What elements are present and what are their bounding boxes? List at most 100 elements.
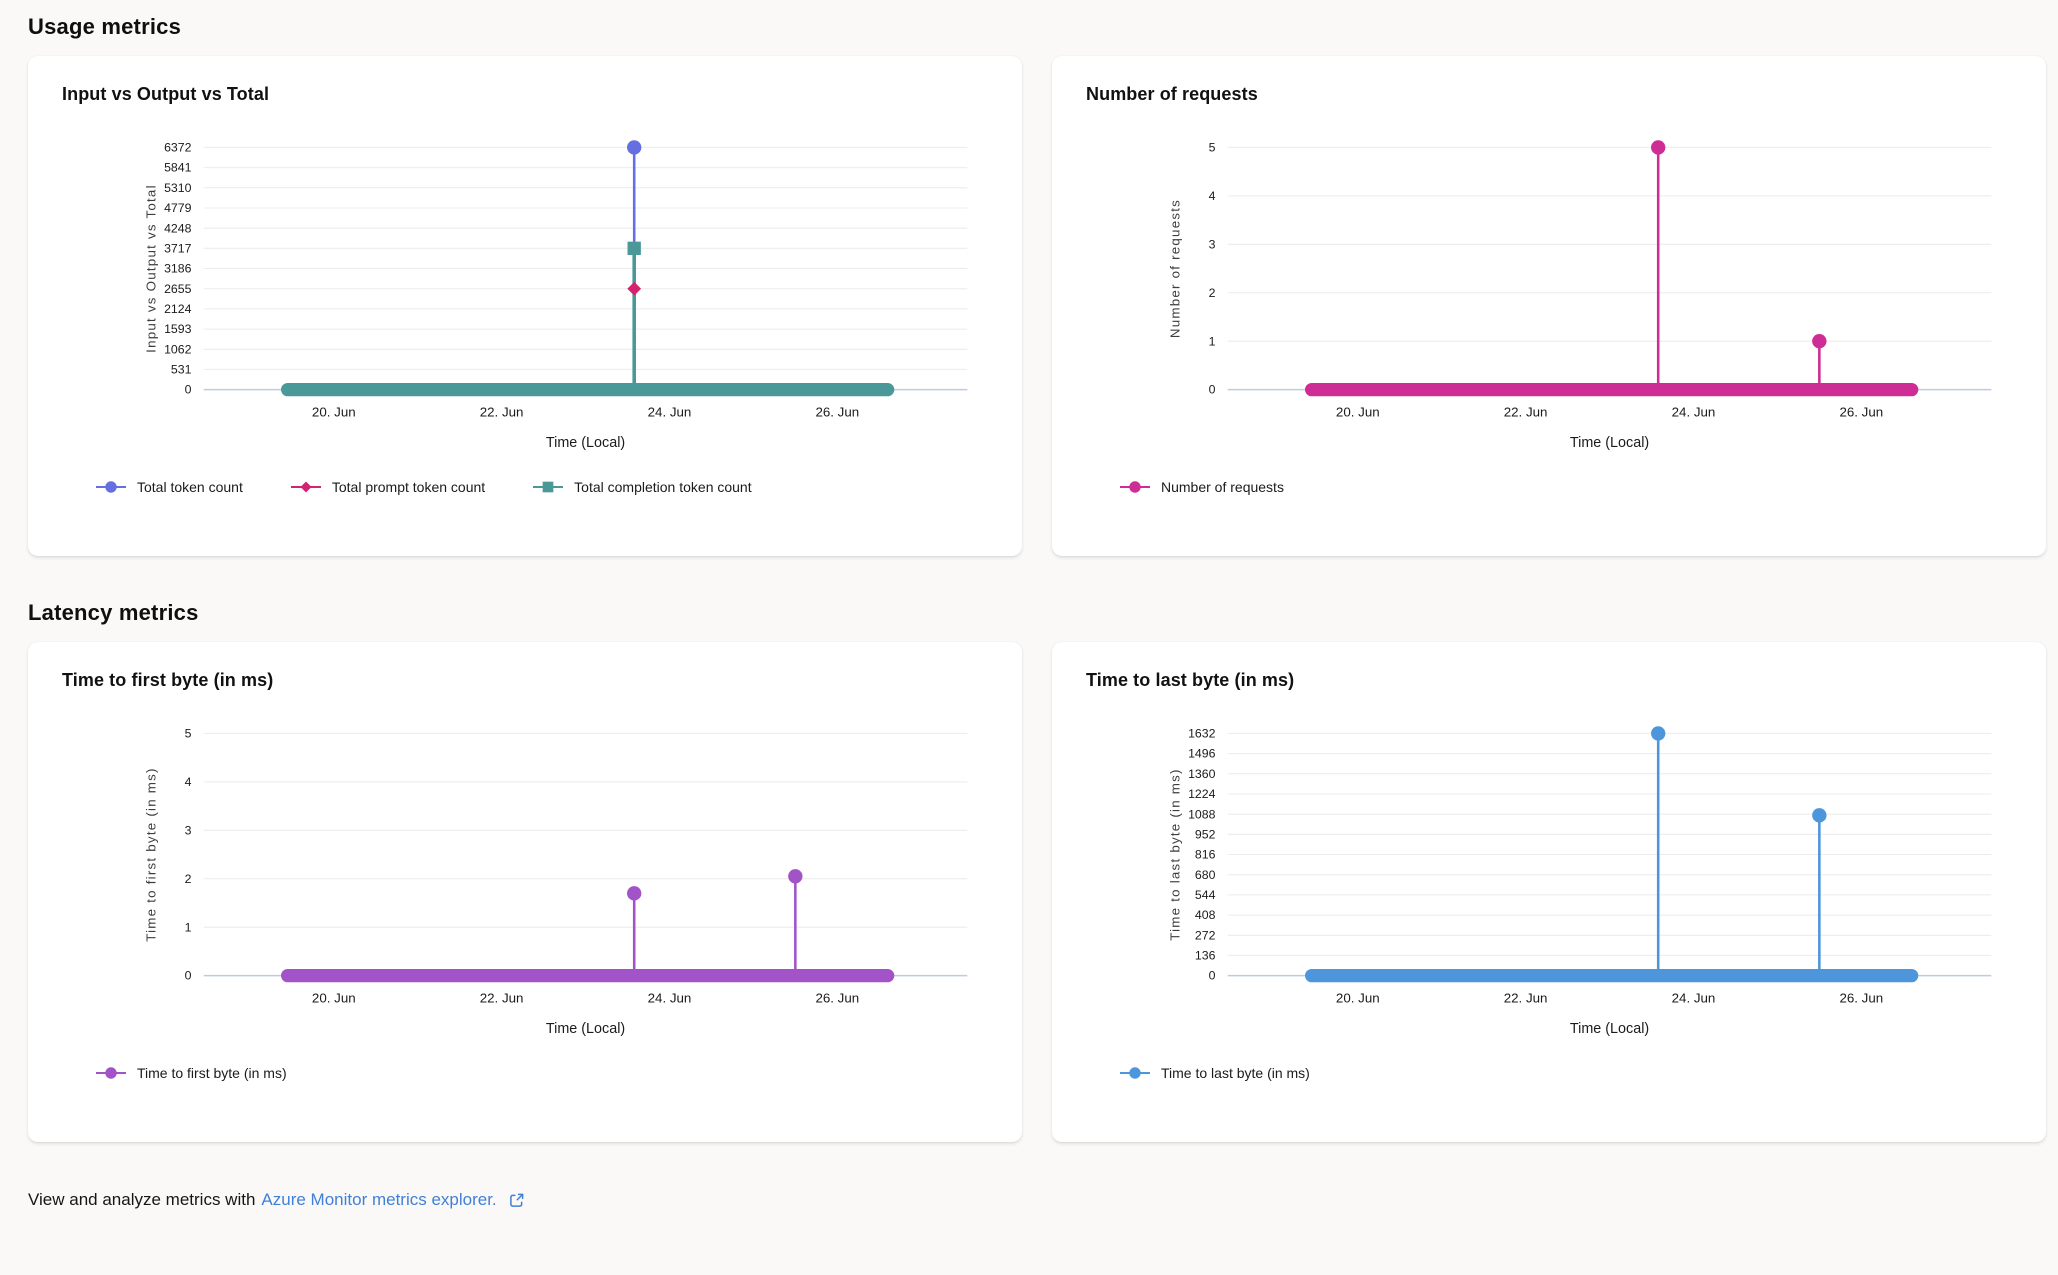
svg-text:531: 531 [171, 363, 192, 377]
svg-text:408: 408 [1195, 908, 1216, 922]
usage-metrics-row: Input vs Output vs Total 0 531 1062 1593 212… [28, 56, 2046, 556]
svg-text:24. Jun: 24. Jun [648, 404, 692, 419]
chart-legend: Total token count Total prompt token coun… [58, 479, 992, 495]
chart-card-time-to-first-byte: Time to first byte (in ms) 0 1 2 3 4 5 Time to… [28, 642, 1022, 1142]
svg-text:Time (Local): Time (Local) [546, 435, 625, 451]
svg-text:2655: 2655 [164, 282, 192, 296]
legend-item: Time to last byte (in ms) [1118, 1065, 1310, 1081]
chart-plot: 0 1 2 3 4 5 Time to first byte (in ms) 20. Jun 2… [144, 727, 968, 1037]
svg-text:Number of requests: Number of requests [1168, 199, 1183, 338]
svg-text:26. Jun: 26. Jun [815, 990, 859, 1005]
footer: View and analyze metrics with Azure Moni… [28, 1190, 2046, 1210]
chart-plot: 0 136 272 408 544 680 816 952 1088 1224 1360 1496 16… [1168, 726, 1992, 1037]
svg-text:5: 5 [185, 727, 192, 741]
svg-text:0: 0 [1209, 969, 1216, 983]
svg-text:2124: 2124 [164, 302, 192, 316]
chart-title: Time to first byte (in ms) [62, 670, 274, 690]
section-title-usage-metrics: Usage metrics [28, 14, 182, 39]
chart-time-to-first-byte: 0 1 2 3 4 5 Time to first byte (in ms) 20. Jun 2… [58, 717, 992, 1081]
chart-title: Time to last byte (in ms) [1086, 670, 1295, 690]
svg-text:Time to last byte (in ms): Time to last byte (in ms) [1168, 768, 1183, 941]
svg-text:20. Jun: 20. Jun [312, 404, 356, 419]
legend-square-marker [533, 482, 564, 493]
svg-text:4: 4 [1209, 189, 1216, 203]
svg-text:6372: 6372 [164, 141, 192, 155]
chart-plot: 0 1 2 3 4 5 Number of requests 20. Jun 22. Jun 24… [1168, 140, 1992, 451]
svg-text:Time (Local): Time (Local) [546, 1021, 625, 1037]
svg-text:1: 1 [185, 920, 192, 934]
chart-input-vs-output-vs-total: 0 531 1062 1593 2124 2655 3186 3717 4248 4779 5310… [58, 131, 992, 495]
svg-text:26. Jun: 26. Jun [815, 404, 859, 419]
svg-text:22. Jun: 22. Jun [480, 404, 524, 419]
svg-text:1593: 1593 [164, 322, 192, 336]
footer-text: View and analyze metrics with [28, 1190, 256, 1209]
svg-text:2: 2 [1209, 286, 1216, 300]
svg-text:20. Jun: 20. Jun [312, 990, 356, 1005]
legend-item: Total prompt token count [289, 479, 485, 495]
svg-text:0: 0 [1209, 383, 1216, 397]
svg-text:1: 1 [1209, 334, 1216, 348]
svg-text:1062: 1062 [164, 342, 192, 356]
svg-text:272: 272 [1195, 928, 1216, 942]
svg-text:136: 136 [1195, 949, 1216, 963]
chart-number-of-requests: 0 1 2 3 4 5 Number of requests 20. Jun 22. Jun 24… [1082, 131, 2016, 495]
chart-time-to-last-byte: 0 136 272 408 544 680 816 952 1088 1224 1360 1496 16… [1082, 717, 2016, 1081]
legend-item: Total token count [94, 479, 243, 495]
svg-text:1088: 1088 [1188, 807, 1216, 821]
svg-text:20. Jun: 20. Jun [1336, 990, 1380, 1005]
chart-card-number-of-requests: Number of requests 0 1 2 3 4 5 Number of reque… [1052, 56, 2046, 556]
svg-text:2: 2 [185, 872, 192, 886]
svg-text:680: 680 [1195, 868, 1216, 882]
svg-text:952: 952 [1195, 827, 1216, 841]
svg-text:1360: 1360 [1188, 767, 1216, 781]
legend-label: Total completion token count [574, 479, 752, 496]
svg-text:Time to first byte (in ms): Time to first byte (in ms) [144, 767, 159, 941]
svg-text:0: 0 [185, 383, 192, 397]
svg-text:Time (Local): Time (Local) [1570, 435, 1649, 451]
external-link-icon[interactable] [507, 1191, 526, 1210]
chart-plot: 0 531 1062 1593 2124 2655 3186 3717 4248 4779 5310… [144, 140, 968, 451]
svg-text:816: 816 [1195, 848, 1216, 862]
svg-text:3: 3 [1209, 237, 1216, 251]
svg-text:24. Jun: 24. Jun [1672, 404, 1716, 419]
svg-text:Time (Local): Time (Local) [1570, 1021, 1649, 1037]
legend-label: Time to first byte (in ms) [137, 1065, 287, 1082]
azure-monitor-metrics-explorer-link[interactable]: Azure Monitor metrics explorer. [261, 1190, 497, 1209]
section-title-latency-metrics: Latency metrics [28, 600, 199, 625]
svg-text:Input vs Output vs Total: Input vs Output vs Total [144, 184, 159, 353]
legend-label: Total prompt token count [331, 479, 486, 496]
legend-item: Number of requests [1118, 479, 1284, 495]
svg-text:544: 544 [1195, 888, 1216, 902]
legend-diamond-marker [290, 481, 321, 493]
chart-card-input-vs-output-vs-total: Input vs Output vs Total 0 531 1062 1593 212… [28, 56, 1022, 556]
svg-text:3717: 3717 [164, 241, 192, 255]
svg-text:26. Jun: 26. Jun [1839, 990, 1883, 1005]
chart-legend: Time to last byte (in ms) [1082, 1065, 2016, 1081]
svg-text:0: 0 [185, 969, 192, 983]
svg-text:22. Jun: 22. Jun [1504, 990, 1548, 1005]
svg-text:5: 5 [1209, 141, 1216, 155]
legend-label: Number of requests [1161, 479, 1284, 496]
svg-text:3186: 3186 [164, 262, 192, 276]
svg-text:3: 3 [185, 823, 192, 837]
chart-card-time-to-last-byte: Time to last byte (in ms) 0 136 272 408 544 6… [1052, 642, 2046, 1142]
legend-label: Total token count [137, 479, 243, 496]
legend-item: Time to first byte (in ms) [94, 1065, 287, 1081]
legend-circle-marker [96, 481, 126, 494]
legend-circle-marker [1120, 481, 1150, 494]
chart-legend: Number of requests [1082, 479, 2016, 495]
svg-text:5310: 5310 [164, 181, 192, 195]
legend-item: Total completion token count [531, 479, 752, 496]
svg-text:4: 4 [185, 775, 192, 789]
legend-circle-marker [96, 1067, 126, 1080]
svg-text:26. Jun: 26. Jun [1839, 404, 1883, 419]
legend-circle-marker [1120, 1067, 1150, 1080]
chart-title: Input vs Output vs Total [62, 84, 270, 104]
svg-text:24. Jun: 24. Jun [648, 990, 692, 1005]
legend-label: Time to last byte (in ms) [1161, 1065, 1310, 1082]
svg-text:1496: 1496 [1188, 747, 1216, 761]
chart-title: Number of requests [1086, 84, 1258, 104]
svg-text:22. Jun: 22. Jun [1504, 404, 1548, 419]
latency-metrics-row: Time to first byte (in ms) 0 1 2 3 4 5 Time to… [28, 642, 2046, 1142]
svg-text:22. Jun: 22. Jun [480, 990, 524, 1005]
